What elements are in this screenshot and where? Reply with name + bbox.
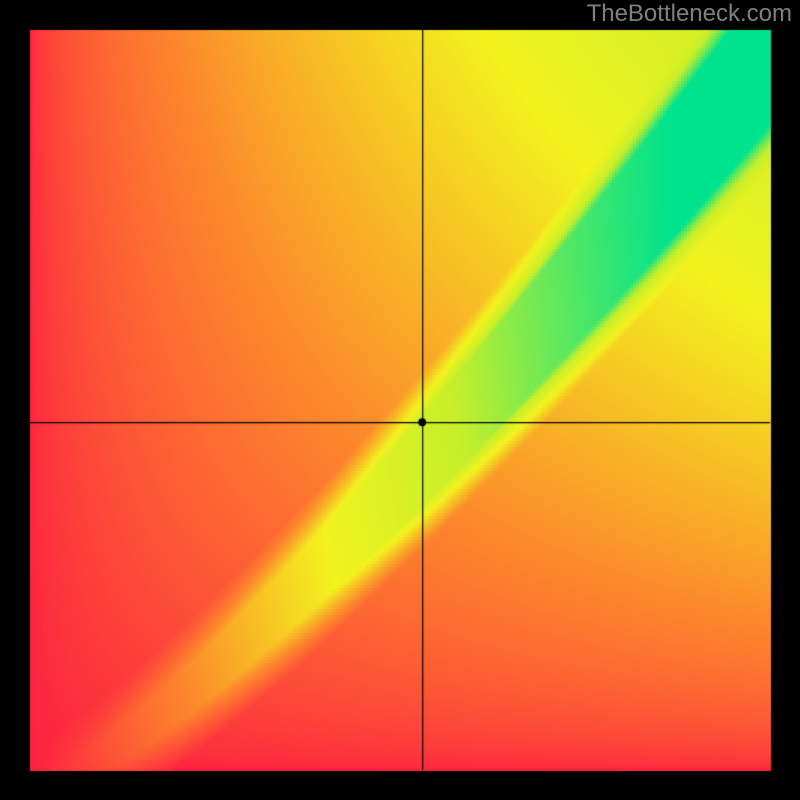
watermark-text: TheBottleneck.com: [587, 0, 792, 28]
chart-container: TheBottleneck.com: [0, 0, 800, 800]
heatmap-canvas: [0, 0, 800, 800]
